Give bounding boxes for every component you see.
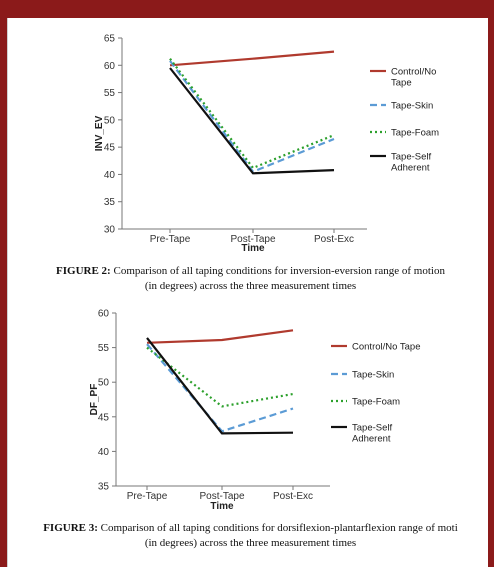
chart2-series-line-2 — [146, 343, 294, 433]
chart1-y-tick-label: 50 — [104, 115, 116, 126]
chart2-series-line-4 — [146, 337, 294, 435]
chart1-y-tick-label: 30 — [104, 225, 116, 236]
chart1-legend-label-1: Tape — [391, 78, 412, 89]
chart1-series-line-4 — [169, 67, 335, 175]
figure-3-caption-line1: Comparison of all taping conditions for … — [97, 522, 458, 534]
chart2-y-tick-label: 55 — [98, 343, 110, 354]
chart2-y-axis-label: DF_PF — [89, 384, 100, 416]
chart2-x-tick-label: Post-Exc — [273, 491, 313, 502]
chart1-series-line-2 — [169, 60, 335, 173]
chart1-legend-label-4: Tape-Self — [391, 152, 431, 163]
chart1-y-axis-label: INV_EV — [94, 115, 105, 151]
chart1-legend-label-2: Tape-Skin — [391, 101, 433, 112]
chart1-y-tick-label: 35 — [104, 197, 116, 208]
chart1-series-line-3 — [169, 58, 335, 169]
chart2-x-tick-label: Pre-Tape — [127, 491, 168, 502]
figure-3-caption-line2: (in degrees) across the three measuremen… — [144, 537, 357, 549]
chart1-legend-label-4: Adherent — [391, 163, 430, 174]
chart1-y-tick-label: 65 — [104, 34, 116, 45]
chart1-y-tick-label: 45 — [104, 143, 116, 154]
chart2-x-tick-label: Post-Tape — [199, 491, 244, 502]
chart2-legend-label-4: Tape-Self — [352, 423, 392, 434]
chart2-legend-label-3: Tape-Foam — [352, 397, 400, 408]
chart1-y-tick-label: 55 — [104, 88, 116, 99]
chart2-series-line-3 — [146, 346, 294, 408]
chart2-legend-label-1: Control/No Tape — [352, 342, 420, 353]
chart2-y-tick-label: 40 — [98, 447, 110, 458]
chart1-legend-label-1: Control/No — [391, 67, 436, 78]
chart2-legend-label-4: Adherent — [352, 434, 391, 445]
chart2-y-tick-label: 50 — [98, 378, 110, 389]
figure-2-label: FIGURE 2: — [56, 265, 111, 277]
figure-3-label: FIGURE 3: — [43, 522, 98, 534]
figure-2-caption: FIGURE 2: Comparison of all taping condi… — [7, 264, 494, 294]
figure-3-caption: FIGURE 3: Comparison of all taping condi… — [7, 521, 494, 551]
figure-panel — [7, 18, 488, 567]
chart1-y-tick-label: 60 — [104, 61, 116, 72]
chart2-y-tick-label: 35 — [98, 482, 110, 493]
chart1-y-tick-label: 40 — [104, 170, 116, 181]
chart2-y-tick-label: 45 — [98, 412, 110, 423]
figure-2-caption-line2: (in degrees) across the three measuremen… — [144, 280, 357, 292]
figure-2-caption-line1: Comparison of all taping conditions for … — [110, 265, 445, 277]
chart1-x-axis-label: Time — [241, 243, 265, 254]
chart2-legend-label-2: Tape-Skin — [352, 370, 394, 381]
chart1-x-tick-label: Pre-Tape — [150, 234, 191, 245]
chart1-x-tick-label: Post-Tape — [230, 234, 275, 245]
chart2-x-axis-label: Time — [210, 501, 234, 512]
chart1-x-tick-label: Post-Exc — [314, 234, 354, 245]
chart2-y-tick-label: 60 — [98, 309, 110, 320]
chart1-series-line-1 — [169, 50, 335, 67]
chart2-series-line-1 — [146, 329, 294, 344]
chart1-legend-label-3: Tape-Foam — [391, 128, 439, 139]
